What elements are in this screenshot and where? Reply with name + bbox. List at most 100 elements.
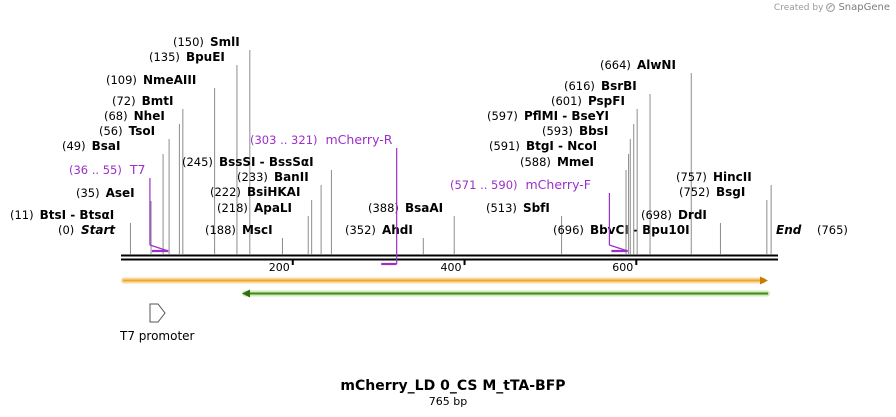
map-title: mCherry_LD 0_CS M_tTA-BFP	[340, 378, 565, 394]
site-enzyme: AlwNI	[637, 58, 676, 72]
primer-t7[interactable]: (36 .. 55) T7	[69, 162, 169, 253]
site-bsai[interactable]: (49) BsaI	[62, 139, 164, 254]
forward-feature-arrow[interactable]	[121, 276, 768, 285]
site-enzyme: HincII	[713, 170, 752, 184]
site-position: (597)	[487, 109, 518, 123]
site-position: (109)	[106, 73, 137, 87]
restriction-sites: (11) BtsI - BtsαI (35) AseI (49) BsaI(56) TsoI…	[10, 35, 772, 254]
site-enzyme: BmtI	[142, 94, 174, 108]
site-position: (233)	[237, 170, 268, 184]
map-length: 765 bp	[429, 395, 467, 408]
primer-mcherry-r[interactable]: (303 .. 321) mCherry-R	[250, 132, 398, 266]
primer-range: (36 .. 55)	[69, 163, 122, 177]
site-enzyme: ApaLI	[254, 201, 292, 215]
site-nmeaiii[interactable]: (109) NmeAIII	[106, 73, 216, 254]
site-label: (388) BsaAI	[368, 201, 443, 215]
site-label: (752) BsgI	[679, 185, 745, 199]
site-pspfi[interactable]: (601) PspFI	[551, 94, 638, 254]
site-mmei[interactable]: (588) MmeI	[520, 155, 627, 254]
site-bsrbi[interactable]: (616) BsrBI	[564, 79, 651, 254]
reverse-feature-arrow[interactable]	[242, 289, 770, 298]
site-enzyme: MmeI	[557, 155, 594, 169]
site-apali[interactable]: (218) ApaLI	[217, 201, 309, 254]
site-enzyme: BsgI	[716, 185, 745, 199]
site-label: (616) BsrBI	[564, 79, 637, 93]
site-label: (591) BtgI - NcoI	[489, 139, 597, 153]
primer-label: (571 .. 590) mCherry-F	[450, 177, 591, 192]
site-position: (588)	[520, 155, 551, 169]
site-bsaai[interactable]: (388) BsaAI	[368, 201, 455, 254]
site-label: (698) DrdI	[641, 208, 707, 222]
site-enzyme: AhdI	[382, 223, 413, 237]
primer-mcherry-f[interactable]: (571 .. 590) mCherry-F	[450, 177, 628, 253]
site-label: (601) PspFI	[551, 94, 625, 108]
start-position: (0)	[58, 223, 74, 237]
site-enzyme: SbfI	[523, 201, 550, 215]
site-bbsi[interactable]: (593) BbsI	[542, 124, 631, 254]
site-enzyme: NheI	[134, 109, 165, 123]
site-hincii[interactable]: (757) HincII	[676, 170, 772, 254]
site-label: (664) AlwNI	[600, 58, 676, 72]
site-enzyme: TsoI	[129, 124, 155, 138]
site-position: (35)	[76, 186, 100, 200]
site-label: (593) BbsI	[542, 124, 608, 138]
site-label: (352) AhdI	[345, 223, 413, 237]
site-bsgi[interactable]: (752) BsgI	[679, 185, 768, 254]
site-drdi[interactable]: (698) DrdI	[641, 208, 721, 254]
site-sbfi[interactable]: (513) SbfI	[486, 201, 563, 254]
site-enzyme: BanII	[274, 170, 309, 184]
site-position: (601)	[551, 94, 582, 108]
site-position: (11)	[10, 208, 34, 222]
site-alwni[interactable]: (664) AlwNI	[600, 58, 692, 254]
site-bsihkai[interactable]: (222) BsiHKAI	[210, 185, 313, 254]
site-enzyme: BsrBI	[601, 79, 637, 93]
snapgene-branding: Created by SnapGene	[774, 2, 890, 13]
site-position: (664)	[600, 58, 631, 72]
snapgene-brand-name: SnapGene	[838, 2, 890, 13]
site-msci[interactable]: (188) MscI	[205, 223, 283, 254]
site-banii[interactable]: (233) BanII	[237, 170, 322, 254]
primer-range: (571 .. 590)	[450, 178, 518, 192]
site-position: (513)	[486, 201, 517, 215]
site-enzyme: BbsI	[579, 124, 608, 138]
site-position: (352)	[345, 223, 376, 237]
site-smli[interactable]: (150) SmlI	[173, 35, 251, 254]
t7-promoter-feature[interactable]: T7 promoter	[119, 303, 195, 343]
site-bmti[interactable]: (72) BmtI	[112, 94, 184, 254]
primers: (36 .. 55) T7 (303 .. 321) mCherry-R (571 ..…	[69, 132, 628, 266]
end-label: End	[776, 223, 802, 237]
scale-tick-label: 200	[269, 261, 290, 274]
site-position: (752)	[679, 185, 710, 199]
site-enzyme: PspFI	[588, 94, 625, 108]
site-tsoi[interactable]: (56) TsoI	[99, 124, 170, 254]
site-bbvci[interactable]: (696) BbvCI - Bpu10I	[553, 223, 690, 254]
site-btsi[interactable]: (11) BtsI - BtsαI	[10, 208, 131, 254]
site-position: (72)	[112, 94, 136, 108]
site-enzyme: SmlI	[210, 35, 240, 49]
site-label: (588) MmeI	[520, 155, 594, 169]
site-pflmi[interactable]: (597) PflMI - BseYI	[487, 109, 635, 254]
site-position: (616)	[564, 79, 595, 93]
site-label: (696) BbvCI - Bpu10I	[553, 223, 690, 237]
snapgene-logo-icon	[826, 3, 836, 12]
site-label: (135) BpuEI	[149, 50, 225, 64]
site-label: (597) PflMI - BseYI	[487, 109, 609, 123]
site-bsssi[interactable]: (245) BssSI - BssSαI	[182, 155, 332, 254]
site-bpuei[interactable]: (135) BpuEI	[149, 50, 238, 254]
site-label: (757) HincII	[676, 170, 752, 184]
site-ahdi[interactable]: (352) AhdI	[345, 223, 424, 254]
site-btgi[interactable]: (591) BtgI - NcoI	[489, 139, 630, 254]
site-label: (56) TsoI	[99, 124, 155, 138]
site-position: (222)	[210, 185, 241, 199]
primer-name: T7	[129, 162, 146, 177]
site-enzyme: PflMI - BseYI	[524, 109, 609, 123]
site-nhei[interactable]: (68) NheI	[104, 109, 180, 254]
scale-tick-label: 400	[441, 261, 462, 274]
site-enzyme: BsaI	[92, 139, 121, 153]
site-enzyme: BsiHKAI	[247, 185, 301, 199]
site-position: (245)	[182, 155, 213, 169]
site-asei[interactable]: (35) AseI	[76, 186, 152, 254]
end-marker: End (765)	[776, 223, 848, 237]
site-label: (222) BsiHKAI	[210, 185, 300, 199]
